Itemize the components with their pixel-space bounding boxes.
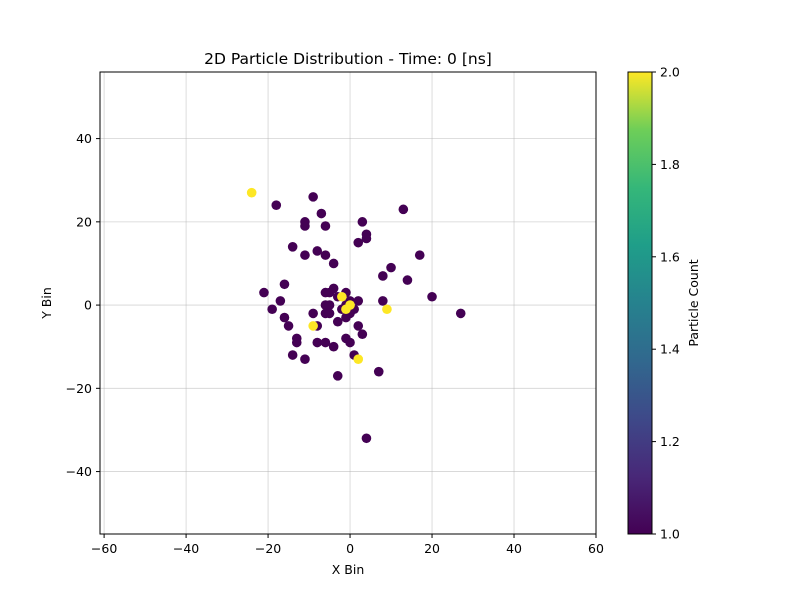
data-point	[308, 192, 318, 202]
data-point	[275, 296, 286, 306]
colorbar-tick-label: 1.8	[660, 157, 680, 172]
data-point	[324, 308, 335, 319]
x-tick-label: −20	[255, 541, 281, 556]
x-axis-label: X Bin	[332, 562, 365, 577]
data-point	[320, 221, 331, 231]
plot-frame	[99, 71, 597, 535]
data-point	[246, 187, 257, 198]
data-point	[414, 250, 425, 260]
x-tick-label: 20	[424, 541, 440, 556]
data-point	[345, 337, 355, 348]
data-point	[378, 271, 388, 281]
data-points	[246, 187, 466, 444]
x-axis-ticks: −60 −40 −20 0 20 40 60	[91, 534, 604, 556]
data-point	[324, 287, 335, 298]
data-point	[332, 371, 343, 381]
data-point	[316, 208, 327, 219]
data-point	[279, 312, 290, 323]
colorbar-tick-label: 1.4	[660, 342, 680, 357]
x-tick-label: 60	[588, 541, 604, 556]
data-point	[300, 250, 310, 260]
colorbar-ticks: 1.0 1.2 1.4 1.6 1.8 2.0	[652, 65, 680, 542]
data-point	[291, 337, 302, 348]
data-point	[300, 221, 310, 231]
data-point	[259, 287, 269, 298]
data-point	[353, 354, 364, 364]
y-tick-label: −40	[66, 464, 92, 479]
colorbar	[628, 72, 652, 534]
chart-title: 2D Particle Distribution - Time: 0 [ns]	[204, 50, 492, 68]
data-point	[341, 304, 351, 315]
colorbar-frame	[627, 71, 653, 535]
data-point	[287, 350, 298, 360]
data-point	[279, 279, 290, 290]
data-point	[308, 321, 318, 331]
data-point	[353, 321, 364, 331]
data-point	[312, 337, 323, 348]
data-point	[267, 304, 277, 315]
data-point	[398, 204, 409, 215]
y-axis-label: Y Bin	[39, 287, 54, 320]
data-point	[287, 242, 298, 252]
data-point	[357, 217, 368, 227]
data-point	[308, 308, 318, 319]
data-point	[353, 237, 364, 248]
colorbar-label: Particle Count	[686, 259, 701, 346]
data-point	[312, 246, 323, 256]
data-point	[320, 250, 331, 260]
x-tick-label: −40	[173, 541, 199, 556]
data-point	[455, 308, 466, 319]
data-point	[332, 316, 343, 327]
data-point	[271, 200, 282, 210]
data-point	[357, 329, 368, 340]
x-tick-label: 0	[346, 541, 354, 556]
data-point	[361, 233, 372, 244]
data-point	[353, 296, 364, 306]
x-tick-label: −60	[91, 541, 117, 556]
y-tick-label: 0	[84, 298, 92, 313]
data-point	[283, 321, 294, 331]
colorbar-tick-label: 1.0	[660, 527, 680, 542]
data-point	[337, 291, 347, 302]
data-point	[402, 275, 413, 285]
data-point	[427, 291, 437, 302]
data-point	[328, 341, 339, 352]
data-point	[320, 337, 331, 348]
colorbar-tick-label: 2.0	[660, 65, 680, 80]
y-axis-ticks: −40 −20 0 20 40	[66, 131, 100, 479]
data-point	[386, 262, 396, 273]
data-point	[341, 312, 351, 323]
data-point	[328, 258, 339, 269]
colorbar-tick-label: 1.6	[660, 249, 680, 264]
y-tick-label: 40	[76, 131, 92, 146]
data-point	[382, 304, 392, 315]
colorbar-tick-label: 1.2	[660, 434, 680, 449]
data-point	[361, 433, 372, 444]
y-tick-label: −20	[66, 381, 92, 396]
data-point	[378, 296, 388, 306]
y-tick-label: 20	[76, 214, 92, 229]
grid	[100, 72, 597, 534]
data-point	[324, 300, 335, 310]
x-tick-label: 40	[506, 541, 522, 556]
data-point	[373, 366, 384, 377]
data-point	[300, 354, 310, 364]
